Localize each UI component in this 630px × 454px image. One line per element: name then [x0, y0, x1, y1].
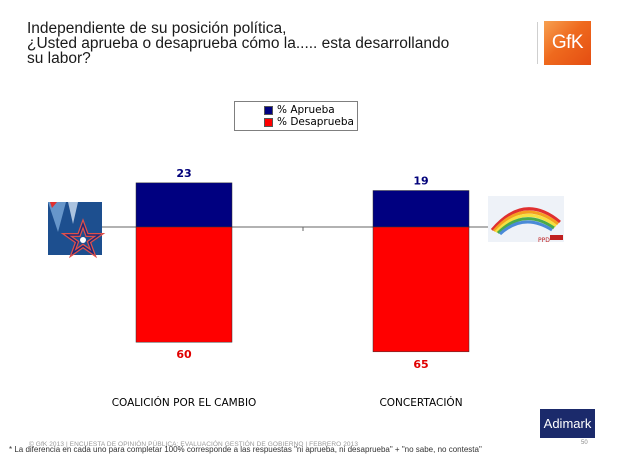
- title-line-2: ¿Usted aprueba o desaprueba cómo la.....…: [27, 35, 450, 52]
- page-title: Independiente de su posición política, ¿…: [27, 20, 450, 67]
- page-number: 50: [581, 440, 588, 446]
- footnote-text: * La diferencia en cada uno para complet…: [9, 445, 482, 454]
- data-label-desaprueba-coalicion-por-el-cambio: 60: [176, 348, 192, 361]
- bar-aprueba-coalicion-por-el-cambio: [135, 182, 233, 228]
- gfk-logo-text: GfK: [551, 32, 584, 53]
- bar-aprueba-concertacion: [372, 190, 470, 228]
- gfk-logo: GfK: [544, 21, 591, 65]
- legend-swatch-desaprueba: [264, 117, 273, 127]
- legend-label-aprueba: % Aprueba: [277, 104, 335, 116]
- legend-label-desaprueba: % Desaprueba: [277, 116, 354, 128]
- data-label-desaprueba-concertacion: 65: [413, 358, 428, 371]
- adimark-logo-text: Adimark: [543, 416, 592, 431]
- category-label-concertacion: CONCERTACIÓN: [379, 397, 463, 409]
- logo-divider: [537, 22, 538, 64]
- legend-item-desaprueba: % Desaprueba: [264, 116, 354, 128]
- copyright-text: © GfK 2013 | ENCUESTA DE OPINIÓN PÚBLICA…: [29, 441, 359, 448]
- svg-text:PPD: PPD: [538, 237, 550, 244]
- data-label-aprueba-concertacion: 19: [413, 175, 428, 188]
- title-line-1: Independiente de su posición política,: [27, 20, 287, 37]
- data-label-aprueba-coalicion-por-el-cambio: 23: [176, 167, 191, 180]
- concertacion-rainbow-logo: PPD: [488, 196, 564, 244]
- title-line-3: su labor?: [27, 50, 91, 67]
- coalicion-star-logo: [48, 202, 106, 259]
- bar-desaprueba-coalicion-por-el-cambio: [135, 226, 233, 343]
- chart-legend: % Aprueba % Desaprueba: [234, 101, 358, 131]
- bar-desaprueba-concertacion: [372, 226, 470, 353]
- legend-swatch-aprueba: [264, 105, 273, 115]
- category-label-coalicion: COALICIÓN POR EL CAMBIO: [111, 397, 257, 409]
- legend-item-aprueba: % Aprueba: [264, 104, 335, 116]
- adimark-logo: Adimark: [540, 409, 595, 438]
